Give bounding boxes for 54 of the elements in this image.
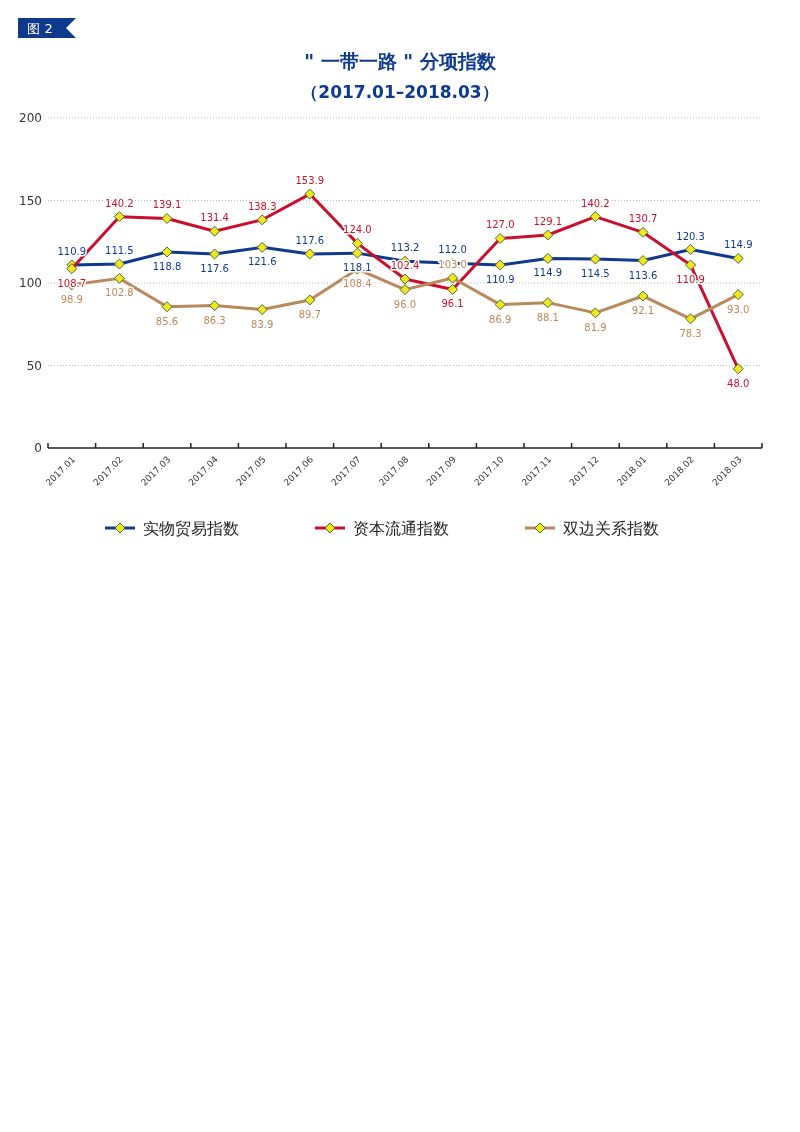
data-label: 89.7	[298, 308, 321, 320]
data-label: 130.7	[628, 213, 658, 225]
caption: 图 2	[27, 21, 53, 36]
y-tick-label: 0	[34, 441, 42, 456]
data-label: 139.1	[152, 199, 182, 211]
data-label: 114.9	[533, 267, 563, 279]
data-label: 131.4	[200, 212, 229, 224]
figure-tag: 图 2	[18, 18, 76, 38]
y-tick-label: 200	[19, 111, 42, 126]
data-label: 81.9	[584, 321, 607, 333]
data-label: 110.9	[485, 274, 515, 286]
data-label: 96.0	[393, 298, 417, 310]
data-label: 93.0	[727, 303, 750, 315]
data-label: 110.9	[57, 246, 87, 258]
data-label: 48.0	[727, 377, 750, 389]
y-tick-label: 150	[19, 193, 42, 208]
data-label: 129.1	[533, 215, 563, 227]
y-tick-label: 100	[19, 276, 42, 291]
data-label: 86.3	[203, 314, 226, 326]
data-label: 98.9	[60, 293, 83, 305]
legend-label: 双边关系指数	[563, 518, 659, 538]
data-label: 114.9	[723, 239, 753, 251]
y-tick-label: 50	[26, 358, 42, 373]
chart-subtitle: （2017.01–2018.03）	[301, 82, 499, 102]
data-label: 92.1	[631, 305, 655, 317]
data-label: 102.8	[105, 287, 134, 299]
data-label: 140.2	[581, 197, 610, 209]
data-label: 118.8	[152, 260, 182, 272]
data-label: 121.6	[247, 256, 277, 268]
data-label: 111.5	[105, 245, 134, 257]
data-label: 102.4	[390, 260, 420, 272]
data-label: 108.4	[343, 278, 372, 290]
data-label: 113.2	[390, 242, 420, 254]
legend-label: 资本流通指数	[353, 518, 449, 538]
data-label: 117.6	[200, 262, 229, 274]
data-label: 88.1	[536, 311, 559, 323]
data-label: 86.9	[489, 313, 512, 325]
data-label: 153.9	[295, 175, 325, 187]
data-label: 140.2	[105, 197, 134, 209]
data-label: 120.3	[676, 230, 705, 242]
data-label: 112.0	[438, 244, 467, 256]
data-label: 127.0	[485, 219, 515, 231]
data-label: 138.3	[247, 200, 277, 212]
chart-title: " 一带一路 " 分项指数	[304, 50, 497, 72]
data-label: 85.6	[155, 315, 179, 327]
data-label: 96.1	[441, 298, 464, 310]
data-label: 103.0	[438, 259, 467, 271]
data-label: 113.6	[628, 269, 658, 281]
data-label: 124.0	[343, 224, 372, 236]
data-label: 114.5	[581, 268, 610, 280]
data-label: 117.6	[295, 234, 325, 246]
data-label: 83.9	[251, 318, 274, 330]
legend-label: 实物贸易指数	[143, 518, 239, 538]
data-label: 78.3	[679, 327, 702, 339]
